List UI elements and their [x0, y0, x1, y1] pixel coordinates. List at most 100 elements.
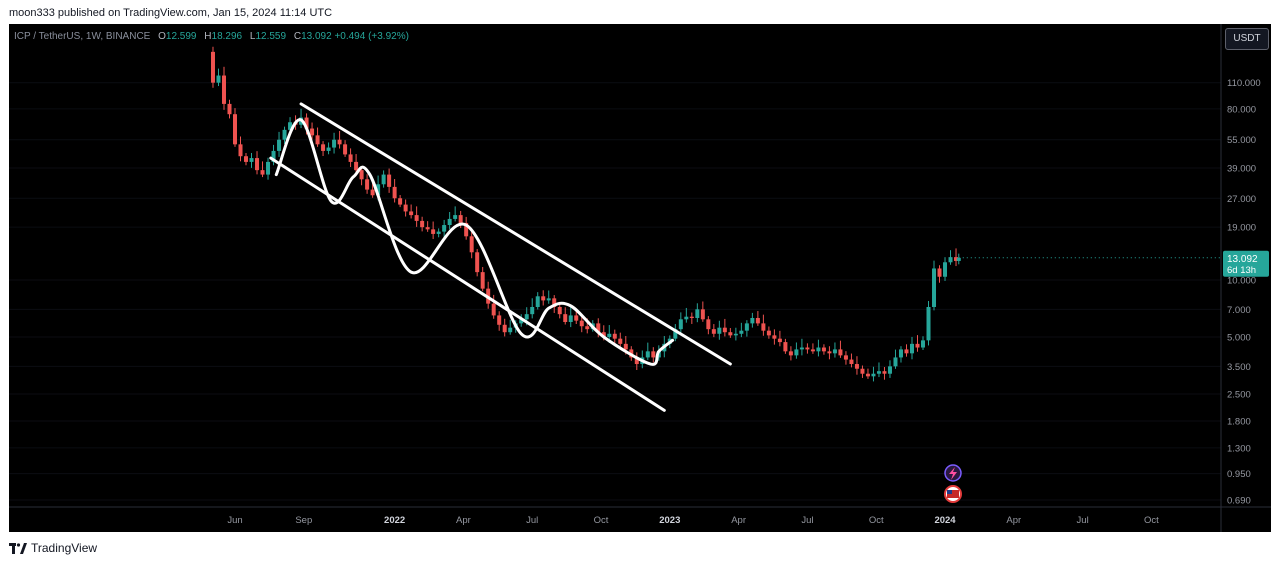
currency-button[interactable]: USDT [1225, 28, 1269, 50]
time-tick-label: 2023 [659, 515, 680, 526]
candle-body [398, 198, 403, 205]
close-value: 13.092 [301, 31, 332, 42]
price-chart[interactable]: 110.000 80.000 55.000 39.000 27.000 19.000 10.… [9, 24, 1271, 532]
candle-body [557, 306, 562, 315]
high-value: 18.296 [211, 31, 243, 42]
time-axis: Jun Sep 2022 Apr Jul Oct 2023 Apr Jul Oct 2024 Apr J… [9, 506, 1271, 526]
price-tag-value: 13.092 [1227, 254, 1258, 265]
candle-body [733, 333, 738, 336]
price-tick-label: 80.000 [1227, 104, 1256, 115]
candle-body [948, 257, 953, 263]
candle-body [585, 326, 590, 330]
time-tick-label: Jul [526, 515, 538, 526]
candle-body [420, 220, 425, 228]
candle-body [843, 355, 848, 360]
candle-body [552, 298, 557, 307]
candle-body [876, 371, 881, 374]
candle-body [392, 186, 397, 199]
candle-body [282, 129, 287, 140]
candle-body [706, 319, 711, 330]
price-tick-label: 39.000 [1227, 164, 1256, 175]
candle-body [425, 227, 430, 230]
lightning-glyph [949, 467, 957, 480]
time-tick-label: Jul [1077, 515, 1089, 526]
high-label: H [204, 31, 212, 42]
candle-body [354, 161, 359, 171]
time-tick-label: 2024 [934, 515, 956, 526]
candle-body [700, 309, 705, 320]
close-label: C [293, 31, 302, 42]
candle-body [469, 236, 474, 253]
chart-pane[interactable]: 110.000 80.000 55.000 39.000 27.000 19.000 10.… [9, 24, 1271, 532]
candle-body [755, 317, 760, 324]
candle-body [387, 174, 392, 187]
candle-body [711, 329, 716, 334]
candle-body [838, 349, 843, 356]
candle-body [805, 347, 810, 350]
candle-body [865, 373, 870, 377]
candle-body [436, 231, 441, 234]
price-tick-label: 1.800 [1227, 417, 1251, 428]
candle-body [854, 364, 859, 369]
time-tick-label: Oct [1144, 515, 1159, 526]
candle-body [816, 347, 821, 352]
candles [210, 46, 961, 382]
drawings [269, 102, 732, 412]
candle-body [431, 229, 436, 234]
candle-body [689, 316, 694, 318]
candle-body [926, 306, 931, 341]
candle-body [821, 347, 826, 352]
price-tick-label: 19.000 [1227, 223, 1256, 234]
price-tick-label: 0.690 [1227, 495, 1251, 506]
candle-body [882, 371, 887, 374]
candle-body [832, 349, 837, 354]
candle-body [915, 343, 920, 348]
candle-body [497, 315, 502, 325]
candle-body [524, 314, 529, 320]
price-tick-label: 0.950 [1227, 469, 1251, 480]
candle-body [607, 333, 612, 337]
flag-stripes [947, 490, 959, 498]
footer-brand: TradingView [31, 541, 98, 555]
candle-body [849, 359, 854, 365]
candle-body [315, 135, 320, 145]
candle-body [508, 327, 513, 333]
price-tick-label: 5.000 [1227, 333, 1251, 344]
price-tick-label: 10.000 [1227, 275, 1256, 286]
price-tick-label: 55.000 [1227, 135, 1256, 146]
candle-body [744, 323, 749, 331]
candle-body [359, 170, 364, 180]
channel-lower-line [269, 156, 666, 412]
candle-body [772, 335, 777, 339]
tradingview-footer[interactable]: TradingView [9, 541, 97, 555]
candle-body [673, 329, 678, 339]
candle-body [502, 324, 507, 333]
candle-body [337, 139, 342, 145]
price-axis: 110.000 80.000 55.000 39.000 27.000 19.000 10.… [1220, 24, 1261, 532]
candle-body [909, 343, 914, 354]
candle-body [227, 103, 232, 115]
time-tick-label: Apr [731, 515, 746, 526]
candle-body [563, 314, 568, 322]
candle-body [370, 189, 375, 196]
time-tick-label: 2022 [384, 515, 405, 526]
candle-body [244, 156, 249, 162]
candle-body [788, 351, 793, 356]
event-markers[interactable] [944, 464, 962, 503]
candle-body [739, 330, 744, 334]
candle-body [535, 296, 540, 307]
time-tick-label: Jun [227, 515, 242, 526]
candle-body [541, 296, 546, 301]
candle-body [288, 122, 293, 130]
candle-body [898, 349, 903, 358]
price-tick-label: 7.000 [1227, 305, 1251, 316]
candle-body [596, 323, 601, 333]
candle-body [695, 309, 700, 318]
candle-body [458, 215, 463, 223]
candle-body [904, 349, 909, 354]
candle-body [304, 117, 309, 129]
candle-body [310, 128, 315, 136]
candle-body [260, 170, 265, 175]
symbol-legend[interactable]: ICP / TetherUS, 1W, BINANCE O12.599 H18.… [14, 31, 409, 42]
candle-body [612, 333, 617, 339]
